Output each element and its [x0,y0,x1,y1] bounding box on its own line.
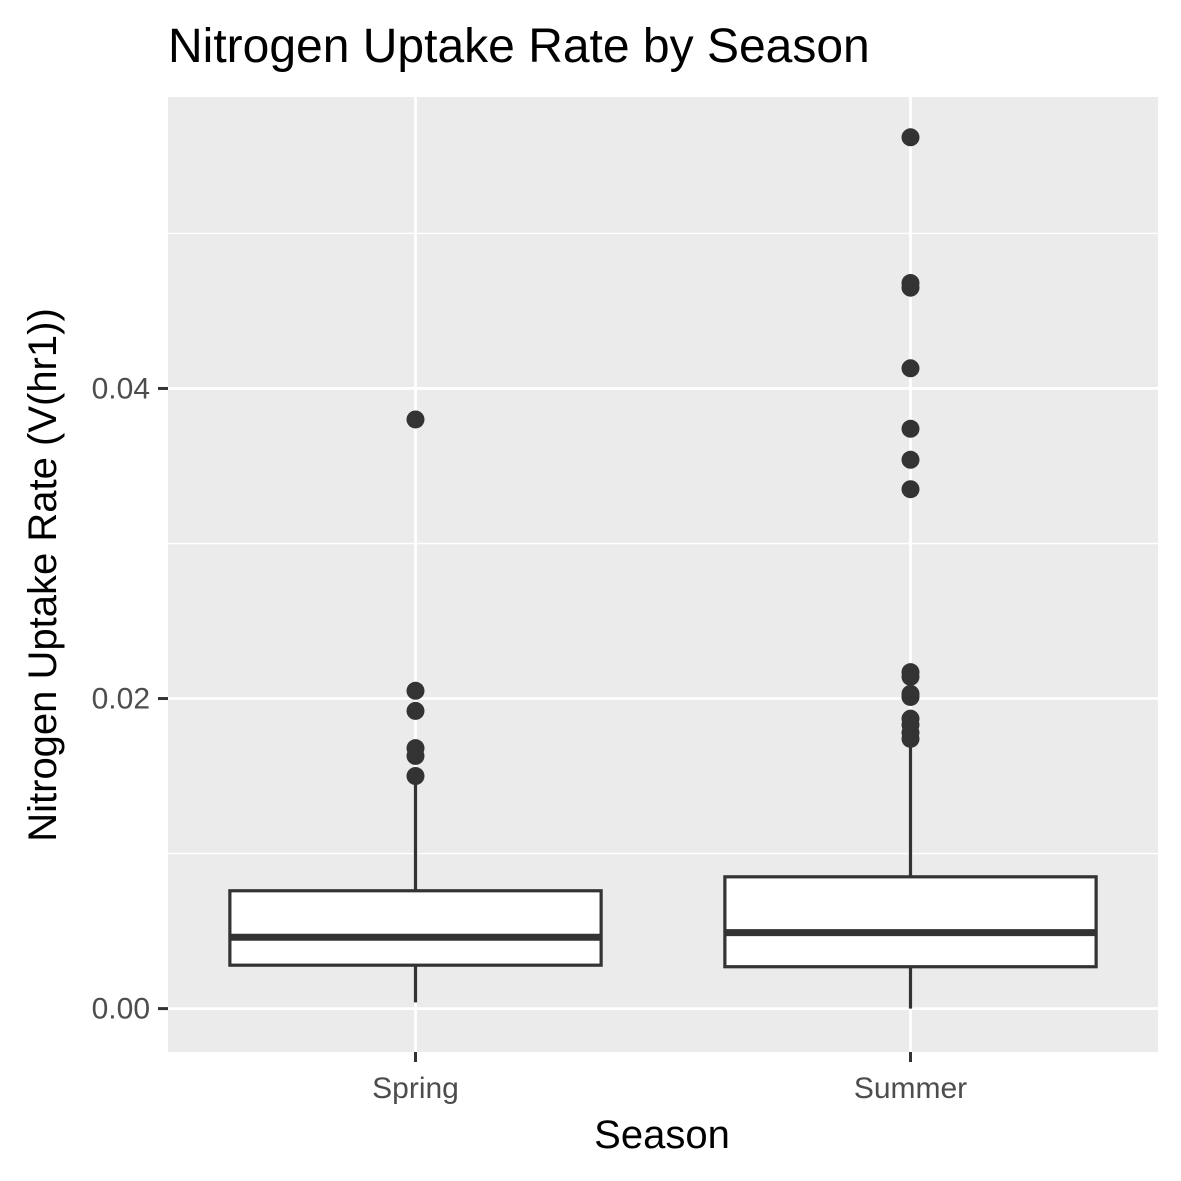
outlier-point [901,667,920,686]
chart-title: Nitrogen Uptake Rate by Season [168,20,870,73]
outlier-point [901,729,920,748]
y-tick-label: 0.04 [92,372,150,405]
x-tick-label: Spring [372,1072,459,1105]
outlier-point [406,681,425,700]
outlier-point [901,450,920,469]
outlier-point [901,128,920,147]
x-axis: Spring Summer [372,1052,967,1105]
box-summer [723,128,1098,1009]
box-iqr [228,889,603,967]
outlier-point [406,701,425,720]
outlier-point [406,410,425,429]
x-axis-title: Season [594,1113,730,1157]
box-iqr [723,875,1098,969]
x-tick-label: Summer [854,1072,967,1105]
box-spring [228,410,603,1003]
y-tick-label: 0.02 [92,683,150,716]
grid-minor [168,232,1158,855]
outlier-point [406,746,425,765]
outlier-point [901,359,920,378]
outlier-point [901,278,920,297]
outlier-point [901,480,920,499]
boxes [228,128,1098,1009]
outlier-point [901,687,920,706]
y-axis-title: Nitrogen Uptake Rate (V(hr1)) [21,308,65,842]
outlier-point [901,419,920,438]
y-tick-label: 0.00 [92,993,150,1026]
outlier-point [406,767,425,786]
y-axis: 0.00 0.02 0.04 [92,372,168,1026]
